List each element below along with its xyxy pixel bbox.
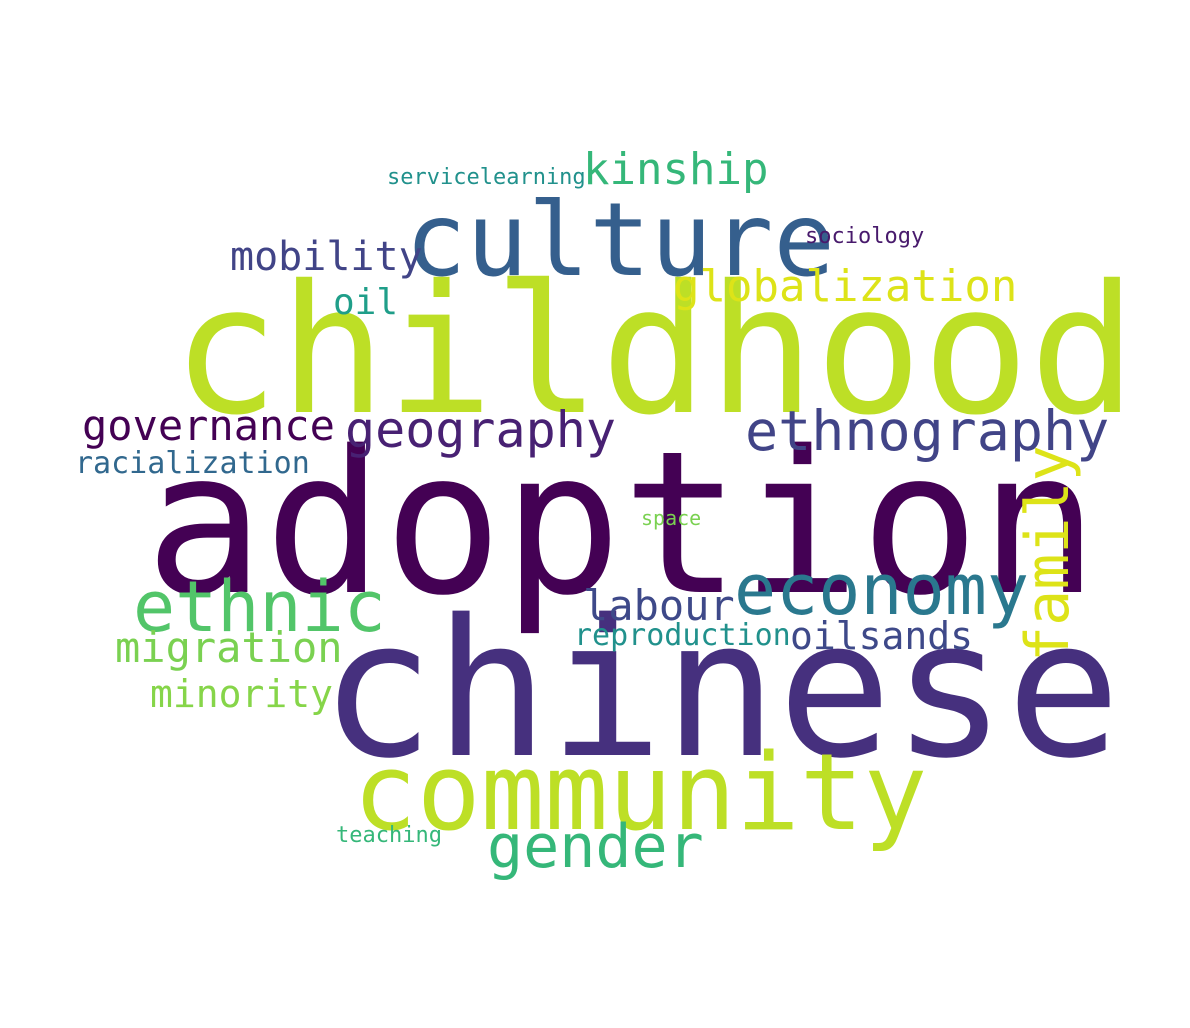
word-labour: labour: [583, 581, 735, 630]
word-economy: economy: [734, 549, 1030, 631]
word-oilsands: oilsands: [790, 614, 974, 658]
word-gender: gender: [487, 812, 704, 882]
word-teaching: teaching: [336, 823, 442, 848]
word-globalization: globalization: [673, 261, 1018, 312]
word-governance: governance: [82, 401, 335, 450]
word-reproduction: reproduction: [574, 618, 791, 653]
word-geography: geography: [345, 401, 616, 459]
word-chinese: chinese: [320, 579, 1121, 800]
word-servicelearning: servicelearning: [387, 165, 586, 190]
word-oil: oil: [333, 282, 399, 323]
word-mobility: mobility: [230, 234, 423, 280]
word-family: family: [1013, 445, 1083, 662]
word-migration: migration: [115, 623, 343, 672]
word-racialization: racialization: [75, 446, 310, 481]
word-ethnography: ethnography: [745, 399, 1110, 463]
word-community: community: [353, 731, 928, 854]
word-kinship: kinship: [583, 144, 769, 195]
word-space: space: [641, 506, 702, 530]
word-minority: minority: [150, 672, 334, 716]
word-sociology: sociology: [805, 224, 925, 249]
word-culture: culture: [405, 181, 835, 300]
word-ethnic: ethnic: [133, 566, 386, 648]
word-adoption: adoption: [145, 408, 1099, 639]
word-childhood: childhood: [172, 247, 1137, 454]
